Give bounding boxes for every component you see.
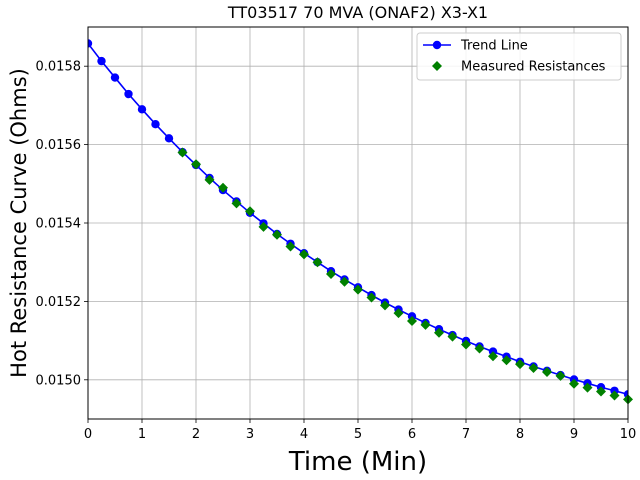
x-tick-label: 5 (354, 427, 362, 442)
x-tick-label: 8 (516, 427, 524, 442)
trend-point (137, 105, 147, 114)
measured-point (447, 331, 458, 342)
measured-point (366, 292, 377, 303)
x-tick-label: 3 (246, 427, 254, 442)
x-tick-label: 10 (620, 427, 637, 442)
trend-point (88, 39, 93, 48)
x-axis-label: Time (Min) (288, 447, 427, 477)
measured-point (434, 327, 444, 338)
legend-trend-marker (432, 40, 442, 50)
y-tick-label: 0.0154 (36, 217, 82, 232)
measured-point (569, 378, 579, 389)
measured-point (609, 390, 620, 401)
y-tick-label: 0.0150 (36, 373, 82, 388)
measured-point (312, 257, 323, 268)
trend-point (97, 56, 106, 66)
legend-measured-marker (432, 61, 442, 71)
measured-point (407, 316, 417, 326)
trend-point (164, 134, 174, 143)
trend-point (124, 89, 133, 99)
measured-point (474, 343, 485, 354)
legend: Trend Line Measured Resistances (416, 32, 622, 81)
chart-title: TT03517 70 MVA (ONAF2) X3-X1 (227, 3, 488, 22)
measured-point (177, 147, 188, 158)
legend-measured-label: Measured Resistances (461, 60, 606, 75)
measured-point (339, 276, 350, 287)
measured-point (461, 339, 471, 350)
measured-point (245, 206, 255, 217)
series-layer (88, 39, 633, 405)
legend-box (416, 32, 622, 81)
measured-point (299, 249, 309, 260)
x-tick-label: 6 (408, 427, 416, 442)
y-tick-label: 0.0152 (36, 295, 82, 310)
measured-point (542, 366, 552, 377)
x-tick-label: 1 (138, 427, 146, 442)
measured-point (326, 268, 336, 279)
measured-point (272, 229, 282, 240)
x-tick-label: 9 (570, 427, 578, 442)
x-tick-label: 2 (192, 427, 200, 442)
y-tick-label: 0.0156 (36, 138, 82, 153)
y-tick-label: 0.0158 (36, 60, 82, 75)
measured-point (420, 319, 431, 330)
measured-point (231, 198, 242, 209)
trend-point (151, 120, 160, 129)
measured-point (528, 363, 539, 374)
measured-point (285, 241, 296, 252)
x-tick-label: 4 (300, 427, 308, 442)
measured-point (191, 159, 201, 170)
measured-point (555, 370, 566, 381)
trend-point (110, 73, 120, 82)
measured-series (177, 147, 633, 405)
measured-point (218, 182, 228, 193)
measured-point (501, 355, 512, 366)
measured-point (204, 174, 215, 185)
ticks: 0 1 2 3 4 5 6 7 8 9 10 0.0150 0.0152 0.0154 0.0156 0.01… (36, 60, 637, 442)
measured-point (596, 386, 606, 397)
legend-trend-label: Trend Line (460, 39, 528, 54)
measured-point (488, 351, 498, 362)
measured-point (353, 284, 363, 295)
x-tick-label: 7 (462, 427, 470, 442)
measured-point (380, 300, 390, 311)
measured-point (582, 382, 593, 393)
x-tick-label: 0 (84, 427, 92, 442)
measured-point (515, 359, 525, 370)
grid (87, 27, 629, 419)
measured-point (393, 308, 404, 319)
measured-point (258, 221, 269, 232)
y-axis-label: Hot Resistance Curve (Ohms) (7, 68, 31, 378)
